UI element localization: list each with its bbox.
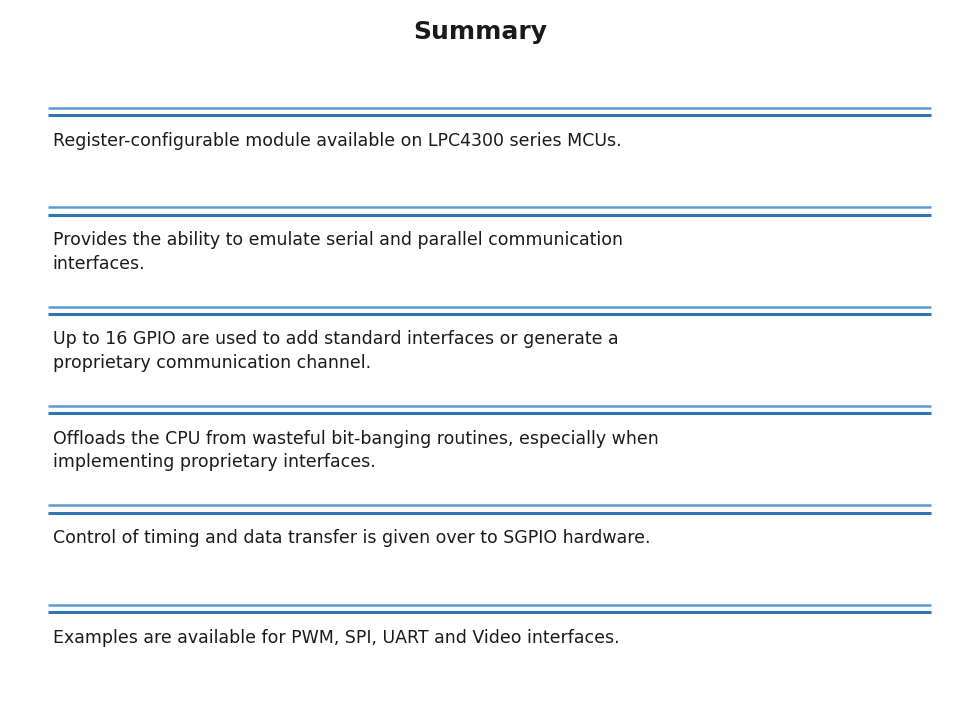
Text: Control of timing and data transfer is given over to SGPIO hardware.: Control of timing and data transfer is g…	[53, 529, 650, 547]
Text: Examples are available for PWM, SPI, UART and Video interfaces.: Examples are available for PWM, SPI, UAR…	[53, 629, 619, 647]
Text: Up to 16 GPIO are used to add standard interfaces or generate a
proprietary comm: Up to 16 GPIO are used to add standard i…	[53, 330, 618, 372]
Text: Register-configurable module available on LPC4300 series MCUs.: Register-configurable module available o…	[53, 132, 621, 150]
Text: Summary: Summary	[413, 20, 547, 45]
Text: Offloads the CPU from wasteful bit-banging routines, especially when
implementin: Offloads the CPU from wasteful bit-bangi…	[53, 430, 659, 472]
Text: Provides the ability to emulate serial and parallel communication
interfaces.: Provides the ability to emulate serial a…	[53, 231, 623, 273]
